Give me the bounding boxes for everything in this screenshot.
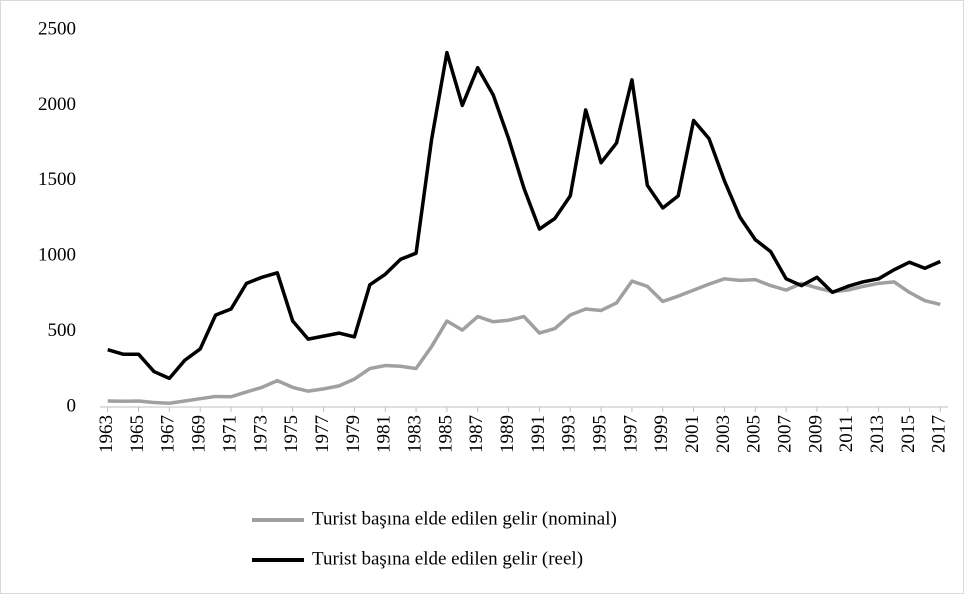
data-line — [107, 277, 941, 405]
x-tick-label: 1995 — [589, 415, 610, 453]
x-tick-label: 1967 — [158, 415, 179, 453]
x-tick-label: 2015 — [898, 415, 919, 453]
data-line — [107, 50, 941, 381]
x-tick-label: 1983 — [404, 415, 425, 453]
y-tick-label: 1000 — [38, 245, 76, 266]
x-tick-label: 1963 — [96, 415, 117, 453]
x-tick-label: 1973 — [250, 415, 271, 453]
x-tick-label: 2013 — [867, 415, 888, 453]
y-tick-label: 500 — [48, 320, 77, 341]
x-tick-label: 1981 — [374, 415, 395, 453]
y-tick-label: 2000 — [38, 94, 76, 115]
x-tick-label: 1985 — [435, 415, 456, 453]
x-tick-label: 1987 — [466, 415, 487, 453]
legend-label: Turist başına elde edilen gelir (reel) — [312, 548, 583, 569]
y-tick-label: 0 — [67, 395, 77, 416]
x-tick-label: 1965 — [127, 415, 148, 453]
x-tick-label: 1977 — [312, 415, 333, 453]
x-tick-label: 2009 — [805, 415, 826, 453]
x-tick-label: 2017 — [929, 415, 950, 453]
x-tick-label: 1971 — [219, 415, 240, 453]
x-tick-label: 1991 — [528, 415, 549, 453]
x-tick-label: 1993 — [559, 415, 580, 453]
x-tick-label: 2011 — [836, 415, 857, 452]
legend-label: Turist başına elde edilen gelir (nominal… — [312, 508, 617, 529]
y-tick-label: 1500 — [38, 169, 76, 190]
x-tick-label: 2005 — [744, 415, 765, 453]
x-tick-label: 1997 — [620, 415, 641, 453]
x-tick-label: 1975 — [281, 415, 302, 453]
x-tick-label: 2007 — [774, 415, 795, 453]
y-tick-label: 2500 — [38, 18, 76, 39]
x-tick-label: 1989 — [497, 415, 518, 453]
x-tick-label: 1999 — [651, 415, 672, 453]
x-tick-label: 1969 — [189, 415, 210, 453]
x-tick-label: 1979 — [343, 415, 364, 453]
x-tick-label: 2003 — [713, 415, 734, 453]
x-tick-label: 2001 — [682, 415, 703, 453]
